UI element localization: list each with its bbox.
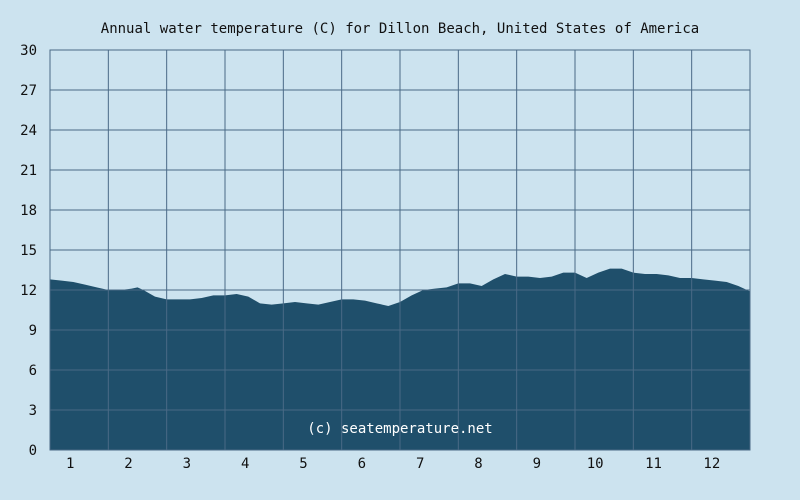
y-tick-label-9: 9 [29, 323, 37, 339]
y-axis-tick-labels: 0 3 6 9 12 15 18 21 24 27 30 [20, 43, 37, 459]
x-tick-label-8: 8 [474, 456, 482, 472]
x-tick-label-9: 9 [533, 456, 541, 472]
y-tick-label-6: 6 [29, 363, 37, 379]
x-axis-tick-labels: 1 2 3 4 5 6 7 8 9 10 11 12 [66, 456, 720, 472]
x-tick-label-1: 1 [66, 456, 74, 472]
y-tick-label-21: 21 [20, 163, 37, 179]
x-tick-label-5: 5 [299, 456, 307, 472]
x-tick-label-12: 12 [703, 456, 720, 472]
y-tick-label-30: 30 [20, 43, 37, 59]
x-tick-label-2: 2 [124, 456, 132, 472]
x-tick-label-10: 10 [587, 456, 604, 472]
watermark: (c) seatemperature.net [307, 421, 492, 437]
y-tick-label-12: 12 [20, 283, 37, 299]
x-tick-label-3: 3 [183, 456, 191, 472]
y-tick-label-0: 0 [29, 443, 37, 459]
y-tick-label-15: 15 [20, 243, 37, 259]
y-tick-label-18: 18 [20, 203, 37, 219]
y-tick-label-3: 3 [29, 403, 37, 419]
plot-frame [49, 49, 751, 451]
x-tick-label-6: 6 [358, 456, 366, 472]
x-tick-label-7: 7 [416, 456, 424, 472]
x-tick-label-11: 11 [645, 456, 662, 472]
y-tick-label-27: 27 [20, 83, 37, 99]
y-tick-label-24: 24 [20, 123, 37, 139]
x-tick-label-4: 4 [241, 456, 249, 472]
chart-title: Annual water temperature (C) for Dillon … [101, 21, 699, 37]
